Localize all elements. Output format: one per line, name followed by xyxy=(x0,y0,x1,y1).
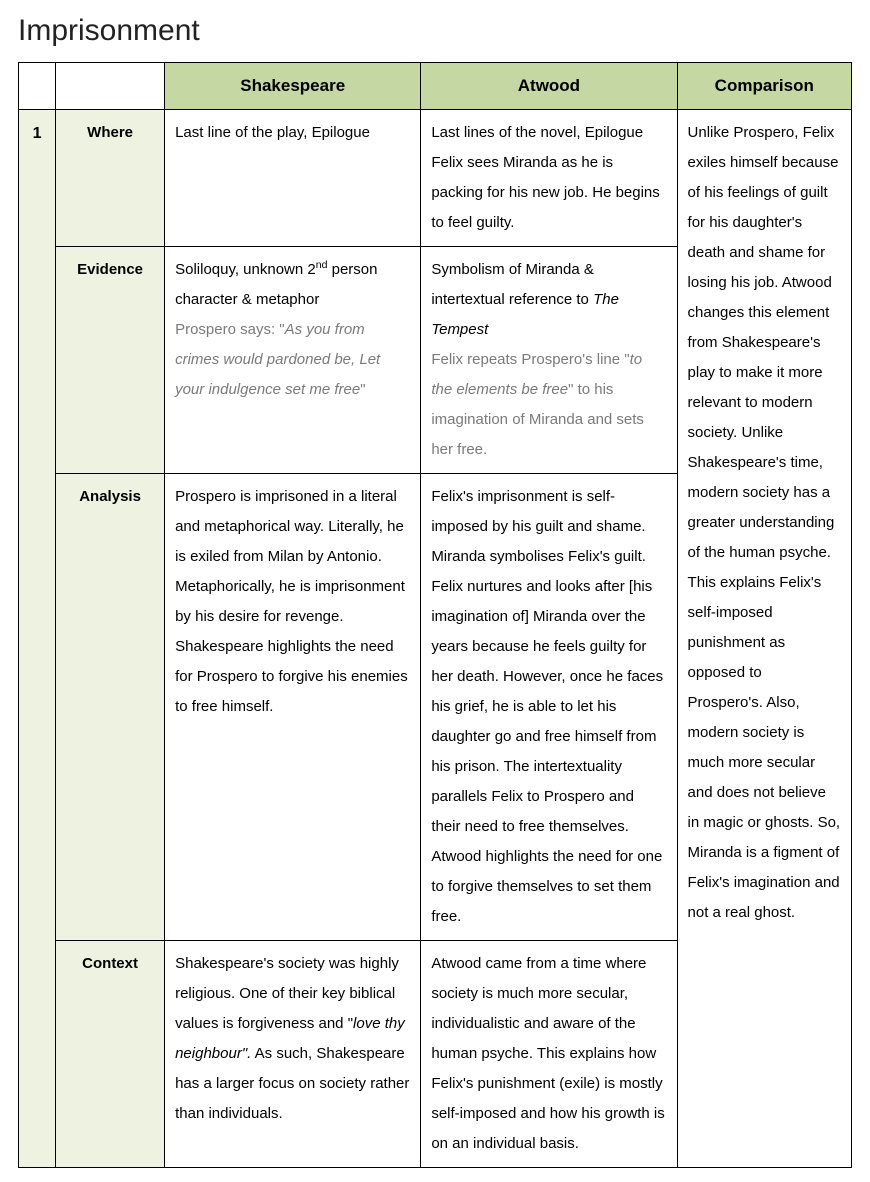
row-label-analysis: Analysis xyxy=(56,474,165,941)
header-atwood: Atwood xyxy=(421,63,677,110)
header-blank-2 xyxy=(56,63,165,110)
evidence-atwood-quote-lead: Felix repeats Prospero's line " xyxy=(431,351,629,368)
evidence-shake-sup: nd xyxy=(316,259,328,271)
comparison-table: Shakespeare Atwood Comparison 1 Where La… xyxy=(18,62,852,1168)
header-blank-1 xyxy=(19,63,56,110)
evidence-atwood-intro-a: Symbolism of Miranda & intertextual refe… xyxy=(431,261,594,308)
context-atwood: Atwood came from a time where society is… xyxy=(421,941,677,1168)
row-label-context: Context xyxy=(56,941,165,1168)
table-row: 1 Where Last line of the play, Epilogue … xyxy=(19,110,852,247)
header-comparison: Comparison xyxy=(677,63,851,110)
row-label-where: Where xyxy=(56,110,165,247)
analysis-atwood: Felix's imprisonment is self-imposed by … xyxy=(421,474,677,941)
evidence-shake-intro-a: Soliloquy, unknown 2 xyxy=(175,261,316,278)
row-number: 1 xyxy=(19,110,56,1168)
where-atwood: Last lines of the novel, Epilogue Felix … xyxy=(421,110,677,247)
row-label-evidence: Evidence xyxy=(56,247,165,474)
context-shakespeare: Shakespeare's society was highly religio… xyxy=(165,941,421,1168)
evidence-atwood: Symbolism of Miranda & intertextual refe… xyxy=(421,247,677,474)
comparison-cell: Unlike Prospero, Felix exiles himself be… xyxy=(677,110,851,1168)
table-header-row: Shakespeare Atwood Comparison xyxy=(19,63,852,110)
evidence-shake-quote-lead: Prospero says: " xyxy=(175,321,285,338)
evidence-shake-quote-tail: " xyxy=(360,381,365,398)
evidence-shakespeare: Soliloquy, unknown 2nd person character … xyxy=(165,247,421,474)
where-shakespeare: Last line of the play, Epilogue xyxy=(165,110,421,247)
analysis-shakespeare: Prospero is imprisoned in a literal and … xyxy=(165,474,421,941)
header-shakespeare: Shakespeare xyxy=(165,63,421,110)
page-title: Imprisonment xyxy=(18,14,852,48)
